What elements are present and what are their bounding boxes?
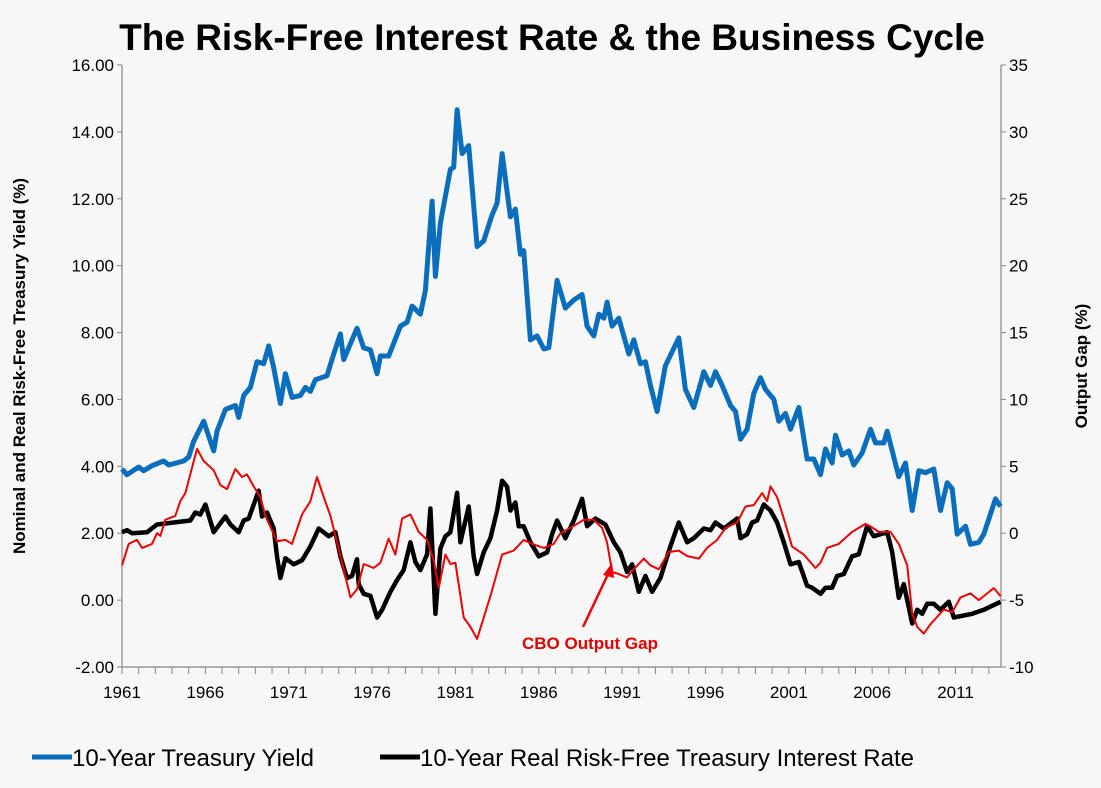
x-tick-label: 1981	[436, 683, 474, 702]
y-left-tick-label: 4.00	[81, 457, 114, 476]
x-tick-label: 1991	[603, 683, 641, 702]
series-real-rate	[121, 478, 1002, 626]
y-right-tick-label: 5	[1009, 457, 1018, 476]
y-right-tick-label: 15	[1009, 324, 1028, 343]
x-tick-label: 2001	[770, 683, 808, 702]
y-left-tick-label: 14.00	[71, 123, 114, 142]
y-left-tick-label: 0.00	[81, 591, 114, 610]
legend-label-real: 10-Year Real Risk-Free Treasury Interest…	[420, 745, 914, 772]
y-right-tick-label: 25	[1009, 190, 1028, 209]
annotation: CBO Output Gap	[522, 563, 658, 653]
y-left-tick-label: 12.00	[71, 190, 114, 209]
x-tick-label: 2011	[937, 683, 974, 702]
legend-label-nominal: 10-Year Treasury Yield	[72, 745, 314, 772]
y-left-tick-label: 8.00	[81, 324, 114, 343]
y-left-tick-label: -2.00	[75, 658, 114, 677]
right-axis-label: Output Gap (%)	[1072, 304, 1091, 429]
y-right-tick-label: 35	[1009, 56, 1028, 75]
left-axis-label: Nominal and Real Risk-Free Treasury Yiel…	[10, 178, 29, 554]
x-tick-label: 1971	[270, 683, 308, 702]
y-right-tick-label: -10	[1009, 658, 1034, 677]
x-tick-label: 1961	[103, 683, 141, 702]
y-left-tick-label: 10.00	[71, 257, 114, 276]
series-output-gap	[121, 447, 1002, 640]
y-left-tick-label: 16.00	[71, 56, 114, 75]
y-left-tick-label: 2.00	[81, 524, 114, 543]
y-right-tick-label: 10	[1009, 390, 1028, 409]
chart-title: The Risk-Free Interest Rate & the Busine…	[119, 17, 985, 58]
axes: -2.00 0.00 2.00 4.00 6.00 8.00 10.00 12.00 14.00…	[71, 56, 1033, 702]
x-tick-label: 1966	[186, 683, 224, 702]
y-right-tick-label: 0	[1009, 524, 1018, 543]
legend: 10-Year Treasury Yield 10-Year Real Risk…	[32, 745, 914, 772]
x-tick-label: 2006	[853, 683, 891, 702]
plot-area	[120, 107, 1003, 640]
y-left-tick-label: 6.00	[81, 390, 114, 409]
y-right-tick-label: 30	[1009, 123, 1028, 142]
series-nominal-yield	[120, 107, 1003, 547]
x-tick-label: 1976	[353, 683, 391, 702]
arrowhead-icon	[603, 563, 614, 578]
annotation-label: CBO Output Gap	[522, 634, 658, 653]
x-tick-label: 1986	[520, 683, 558, 702]
annotation-arrow	[581, 569, 612, 628]
y-right-tick-label: -5	[1009, 591, 1024, 610]
x-tick-label: 1996	[687, 683, 725, 702]
y-right-tick-label: 20	[1009, 257, 1028, 276]
